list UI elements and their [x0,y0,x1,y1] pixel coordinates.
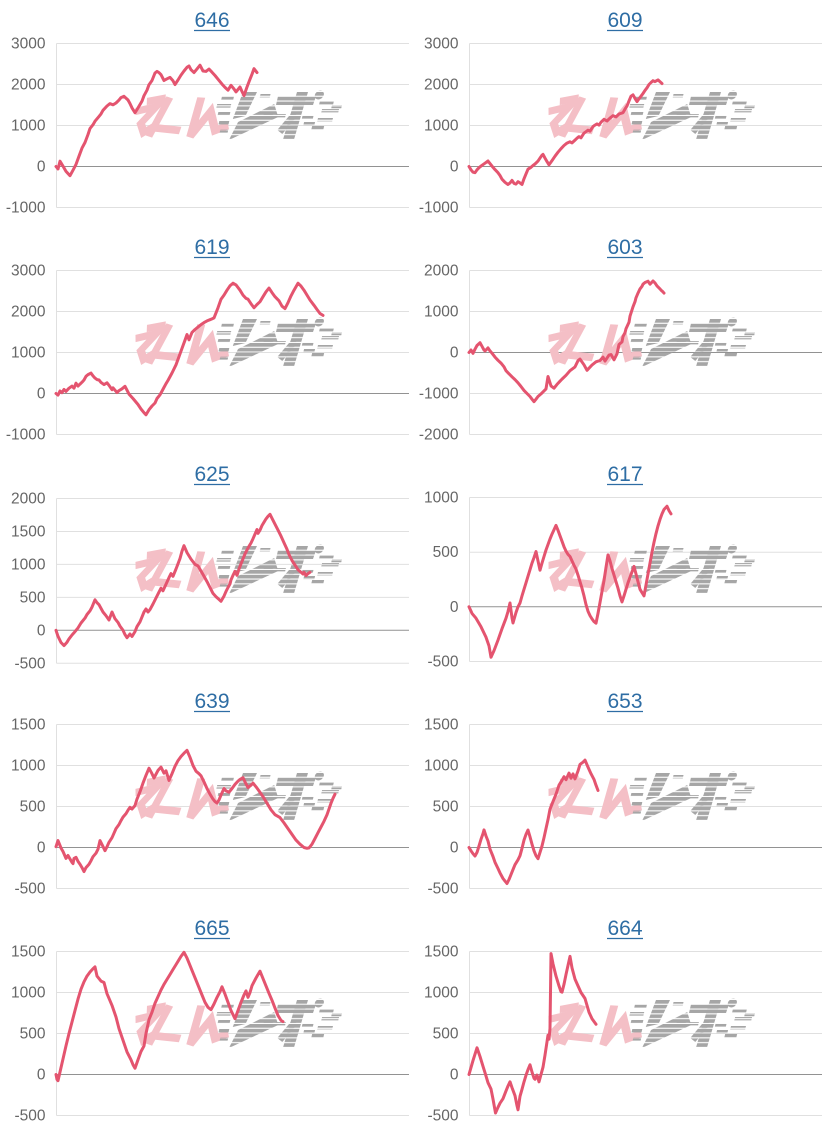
svg-text:1000: 1000 [11,758,46,775]
svg-text:0: 0 [450,840,459,857]
svg-text:-1000: -1000 [419,200,459,217]
svg-text:0: 0 [37,840,46,857]
svg-text:3000: 3000 [11,36,46,53]
svg-text:0: 0 [450,159,459,176]
svg-text:1500: 1500 [11,717,46,734]
svg-text:1000: 1000 [11,985,46,1002]
svg-text:603: 603 [607,236,642,259]
svg-text:1000: 1000 [424,304,459,321]
svg-text:1500: 1500 [11,524,46,541]
svg-text:646: 646 [194,9,229,32]
svg-text:500: 500 [20,1026,46,1043]
svg-text:653: 653 [607,690,642,713]
svg-text:609: 609 [607,9,642,32]
svg-text:0: 0 [450,345,459,362]
svg-text:-1000: -1000 [6,200,46,217]
svg-text:0: 0 [37,1067,46,1084]
svg-text:2000: 2000 [424,77,459,94]
svg-text:500: 500 [433,544,459,561]
svg-text:500: 500 [433,1026,459,1043]
svg-text:1000: 1000 [424,985,459,1002]
svg-text:-2000: -2000 [419,427,459,444]
svg-text:1000: 1000 [424,758,459,775]
svg-text:639: 639 [194,690,229,713]
svg-text:0: 0 [37,159,46,176]
svg-text:0: 0 [37,622,46,639]
svg-text:664: 664 [607,917,642,940]
svg-text:-500: -500 [14,1108,45,1125]
svg-text:1000: 1000 [11,556,46,573]
svg-text:619: 619 [194,236,229,259]
svg-text:0: 0 [37,386,46,403]
svg-text:-1000: -1000 [6,427,46,444]
svg-text:-500: -500 [427,881,458,898]
svg-text:625: 625 [194,463,229,486]
svg-text:3000: 3000 [424,36,459,53]
svg-text:1000: 1000 [424,118,459,135]
svg-text:500: 500 [20,589,46,606]
svg-text:1500: 1500 [11,944,46,961]
svg-text:-500: -500 [427,1108,458,1125]
svg-text:0: 0 [450,1067,459,1084]
svg-text:1000: 1000 [11,345,46,362]
svg-text:0: 0 [450,599,459,616]
svg-text:2000: 2000 [11,304,46,321]
svg-text:2000: 2000 [424,263,459,280]
svg-text:1500: 1500 [424,944,459,961]
svg-text:3000: 3000 [11,263,46,280]
svg-text:1000: 1000 [11,118,46,135]
svg-text:2000: 2000 [11,491,46,508]
svg-text:-500: -500 [14,881,45,898]
svg-text:500: 500 [20,799,46,816]
svg-text:665: 665 [194,917,229,940]
svg-text:617: 617 [607,463,642,486]
svg-text:-1000: -1000 [419,386,459,403]
svg-text:1000: 1000 [424,490,459,507]
svg-text:500: 500 [433,799,459,816]
svg-text:2000: 2000 [11,77,46,94]
svg-text:-500: -500 [427,654,458,671]
svg-text:-500: -500 [14,655,45,672]
svg-text:1500: 1500 [424,717,459,734]
